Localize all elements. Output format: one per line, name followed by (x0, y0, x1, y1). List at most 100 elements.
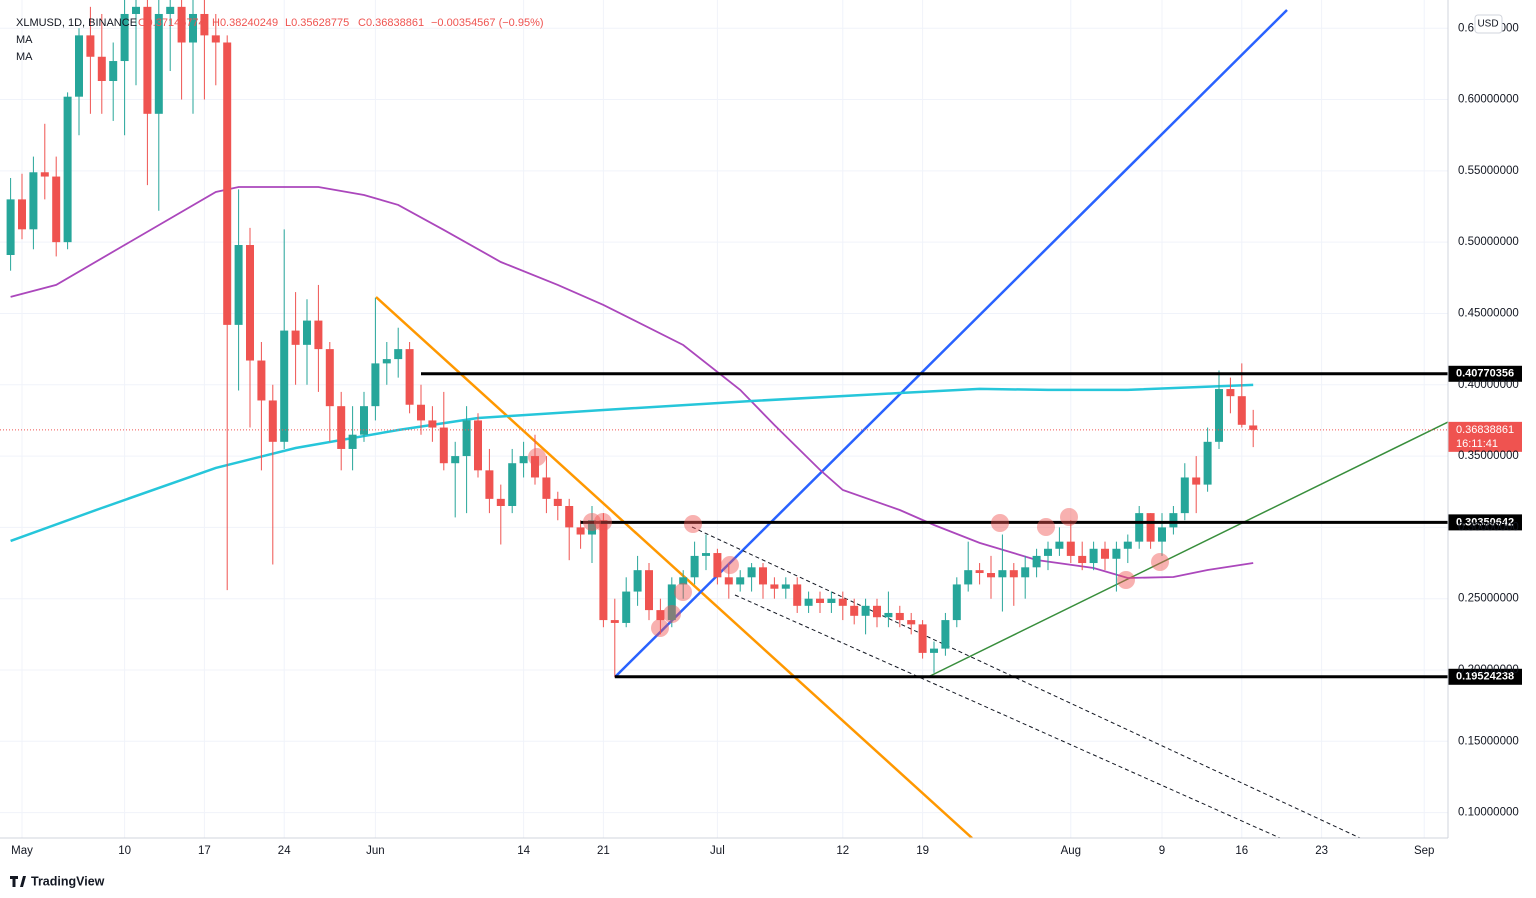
countdown: 16:11:41 (1456, 438, 1498, 450)
y-tick-label: 0.30000000 (1458, 521, 1519, 533)
candle-body (496, 498, 505, 506)
candle-body (189, 13, 197, 43)
highlight (991, 514, 1009, 532)
candle-body (75, 35, 83, 97)
drawings (375, 9, 1448, 838)
candle-body (861, 605, 870, 616)
y-tick-label: 0.55000000 (1458, 165, 1519, 177)
candle-body (1112, 548, 1121, 559)
y-tick-label: 0.60000000 (1458, 94, 1519, 106)
candle-body (713, 553, 722, 578)
candle-body (941, 620, 950, 649)
channel-line (691, 526, 1361, 838)
trend-line (614, 9, 1288, 678)
candle-body (1055, 541, 1064, 549)
x-tick-label: 23 (1315, 845, 1328, 857)
logo-icon (10, 876, 26, 887)
candle-body (1032, 555, 1041, 568)
candle-body (964, 570, 973, 585)
x-tick-label: Sep (1414, 845, 1434, 857)
candle-body (18, 199, 26, 230)
highlight (674, 583, 692, 601)
highlight (1060, 508, 1078, 526)
x-tick-label: 10 (118, 845, 131, 857)
candle-body (40, 172, 49, 177)
ma-line (10, 383, 1254, 543)
candle-body (690, 555, 699, 578)
chart-title: XLMUSD, 1D, BINANCE (16, 17, 137, 29)
x-tick-label: 19 (916, 845, 929, 857)
candle-body (1249, 425, 1258, 430)
legend-value: O0.37146774 (138, 17, 205, 29)
candle-body (553, 498, 562, 506)
x-tick-label: Aug (1061, 845, 1081, 857)
candle-body (770, 584, 779, 589)
candle-body (29, 172, 38, 230)
x-tick-label: 16 (1235, 845, 1248, 857)
y-tick-label: 0.10000000 (1458, 807, 1519, 819)
candle-body (838, 598, 847, 606)
legend-entry: MA (16, 34, 33, 46)
candle-body (223, 42, 232, 325)
candle-body (998, 570, 1007, 578)
levels: 0.40770356 0.30350642 0.19524238 0.36838861… (0, 365, 1522, 685)
candle-body (1021, 567, 1030, 578)
candle-body (679, 577, 688, 585)
candle-body (337, 406, 346, 449)
candle-body (724, 577, 733, 585)
x-tick-label: Jul (710, 845, 725, 857)
candle-body (1123, 541, 1132, 549)
highlight (663, 605, 681, 623)
candle-body (405, 349, 414, 405)
y-tick-label: 0.50000000 (1458, 236, 1519, 248)
x-tick-label: May (11, 845, 33, 857)
candle-body (576, 527, 585, 535)
candle-body (120, 13, 129, 62)
candle-body (827, 598, 836, 603)
legend-value: −0.00354567 (−0.95%) (431, 17, 544, 29)
highlight (651, 619, 669, 637)
candle-body (246, 245, 254, 361)
candle-body (257, 360, 266, 401)
y-tick-label: 0.15000000 (1458, 735, 1519, 747)
candle-body (645, 570, 653, 611)
x-tick-label: 17 (198, 845, 211, 857)
candle-body (736, 577, 745, 585)
candle-body (918, 624, 927, 653)
candle-body (234, 245, 243, 325)
candle-body (1192, 477, 1201, 485)
candle-body (166, 6, 175, 14)
candle-body (873, 605, 881, 618)
candle-body (52, 176, 61, 243)
candle-body (63, 96, 72, 243)
candle-body (816, 598, 824, 603)
candle-body (930, 648, 938, 653)
highlight (1037, 518, 1055, 536)
legend-value: C0.36838861 (358, 17, 424, 29)
candle-body (143, 6, 152, 114)
brand: TradingView (31, 874, 105, 888)
candle-body (1135, 513, 1144, 542)
highlight (684, 515, 702, 533)
highlight (1117, 571, 1135, 589)
level-label-box (1448, 668, 1522, 685)
candle-body (314, 320, 323, 350)
legend-entry: MA (16, 51, 33, 63)
ma-line (10, 186, 1254, 579)
highlights (528, 448, 1169, 637)
candle-body (542, 477, 551, 499)
candle-body (622, 591, 631, 623)
y-tick-label: 0.25000000 (1458, 593, 1519, 605)
candle-body (759, 567, 767, 585)
candle-body (1158, 527, 1166, 542)
candle-body (895, 612, 904, 621)
candle-body (588, 520, 596, 535)
x-tick-label: 24 (278, 845, 291, 857)
candle-body (804, 598, 813, 606)
candle-body (211, 35, 220, 43)
level-label-box (1448, 365, 1522, 382)
candle-body (781, 584, 790, 589)
candle-body (519, 456, 528, 464)
candle-body (394, 349, 403, 360)
